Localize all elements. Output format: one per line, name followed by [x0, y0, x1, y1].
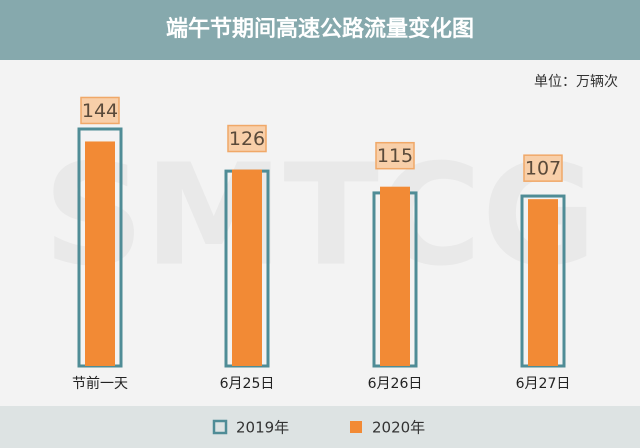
x-tick-label: 6月25日	[220, 376, 275, 392]
bar-2020	[85, 141, 115, 366]
x-tick-label: 节前一天	[72, 375, 128, 392]
value-label-box	[80, 96, 120, 125]
legend-label: 2019年	[236, 419, 289, 437]
bar-2020	[380, 186, 410, 366]
value-label-box	[523, 154, 563, 182]
watermark: SMTCG	[43, 135, 596, 298]
value-label-box	[375, 141, 415, 170]
x-tick-label: 6月27日	[516, 376, 571, 392]
legend-swatch	[212, 419, 228, 435]
value-label: 115	[377, 145, 413, 167]
value-label: 144	[82, 100, 118, 122]
header	[0, 0, 640, 60]
bar-2020	[232, 169, 262, 366]
bar-2020	[528, 199, 558, 366]
value-label-box	[227, 124, 267, 153]
value-label: 107	[525, 158, 561, 180]
legend-label: 2020年	[372, 419, 425, 437]
x-tick-label: 6月26日	[368, 376, 423, 392]
chart-title: 端午节期间高速公路流量变化图	[166, 16, 474, 42]
value-label: 126	[229, 128, 265, 150]
legend-band	[0, 406, 640, 448]
legend-swatch	[350, 421, 362, 433]
unit-label: 单位：万辆次	[534, 74, 618, 90]
